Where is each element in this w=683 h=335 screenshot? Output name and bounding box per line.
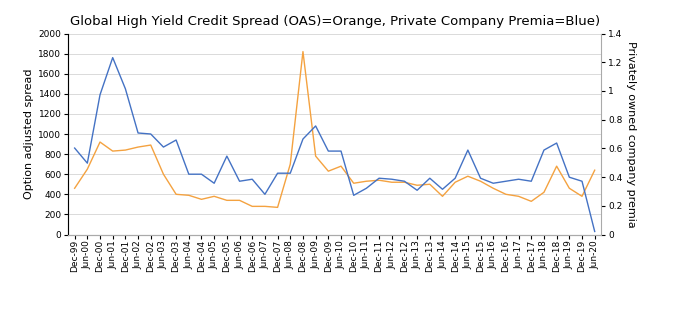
Y-axis label: Option adjusted spread: Option adjusted spread	[24, 69, 34, 199]
Title: Global High Yield Credit Spread (OAS)=Orange, Private Company Premia=Blue): Global High Yield Credit Spread (OAS)=Or…	[70, 15, 600, 28]
Y-axis label: Privately owned company premia: Privately owned company premia	[626, 41, 637, 227]
